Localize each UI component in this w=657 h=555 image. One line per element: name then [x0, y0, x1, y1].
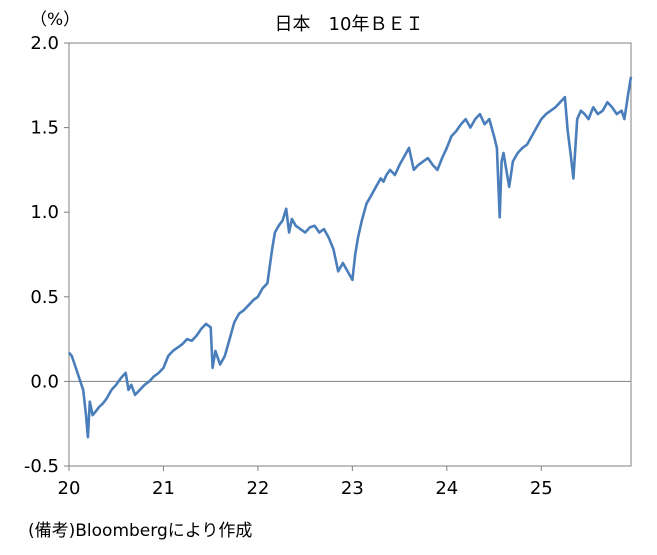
y-unit-label: （%） — [30, 10, 80, 30]
series-line — [67, 76, 633, 439]
y-tick-label: 2.0 — [30, 33, 59, 54]
source-note: (備考)Bloombergにより作成 — [28, 521, 253, 541]
y-tick-label: 1.0 — [30, 202, 59, 223]
x-tick-label: 22 — [246, 478, 269, 499]
plot-frame — [68, 42, 632, 467]
y-tick-label: -0.5 — [24, 456, 59, 477]
y-tick-label: 0.5 — [30, 287, 59, 308]
y-axis: 2.0 1.5 1.0 0.5 0.0 -0.5 — [24, 33, 69, 477]
x-tick-label: 25 — [530, 478, 553, 499]
x-tick-label: 20 — [58, 478, 81, 499]
y-tick-label: 0.0 — [30, 371, 59, 392]
x-axis: 20 21 22 23 24 25 — [58, 466, 553, 499]
x-tick-label: 23 — [341, 478, 364, 499]
y-tick-label: 1.5 — [30, 118, 59, 139]
chart-title: 日本 10年ＢＥＩ — [275, 14, 424, 35]
x-tick-label: 21 — [152, 478, 175, 499]
x-tick-label: 24 — [435, 478, 458, 499]
